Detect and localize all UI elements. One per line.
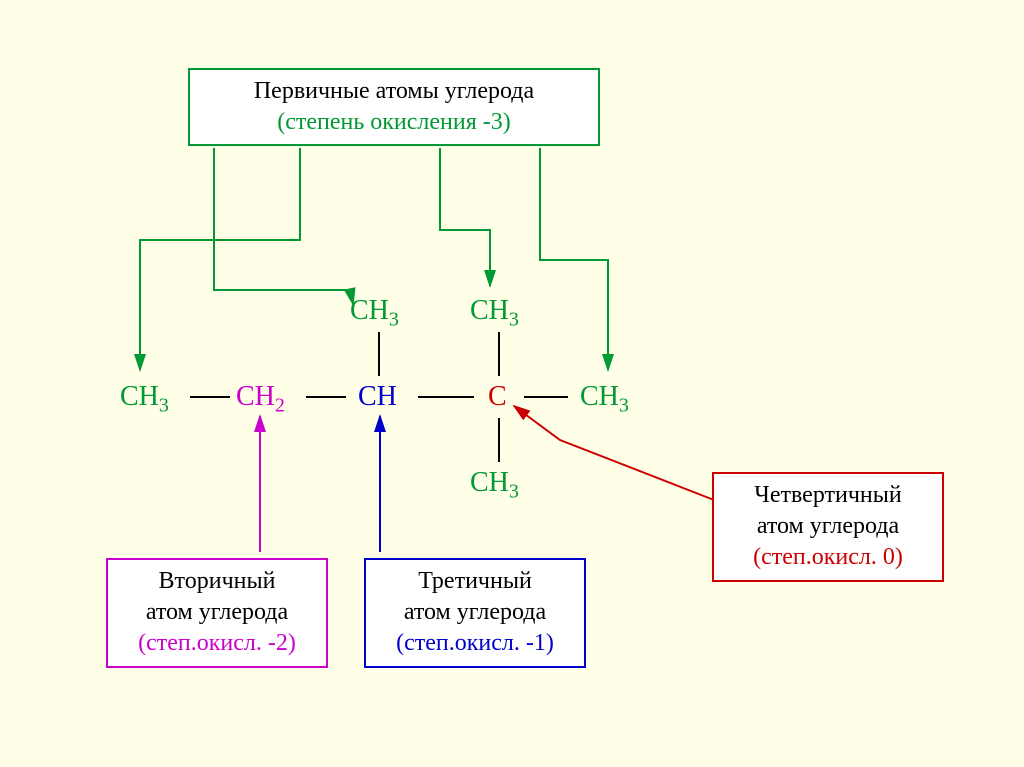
quaternary-line2: атом углерода [728, 511, 928, 542]
arrow-6 [514, 406, 714, 500]
secondary-box: Вторичный атом углерода (степ.окисл. -2) [106, 558, 328, 668]
quaternary-box: Четвертичный атом углерода (степ.окисл. … [712, 472, 944, 582]
arrow-3 [540, 148, 608, 370]
primary-line1: Первичные атомы углерода [204, 76, 584, 107]
primary-line2: (степень окисления -3) [204, 107, 584, 138]
bond-3 [524, 396, 568, 398]
atom-c4_top: CH3 [470, 295, 519, 332]
arrow-1 [140, 148, 300, 370]
atom-c4: C [488, 381, 507, 413]
secondary-line3: (степ.окисл. -2) [122, 628, 312, 659]
bond-4 [378, 332, 380, 376]
tertiary-line1: Третичный [380, 566, 570, 597]
bond-5 [498, 332, 500, 376]
atom-c2: CH2 [236, 381, 285, 418]
arrow-2 [440, 148, 490, 286]
quaternary-line3: (степ.окисл. 0) [728, 542, 928, 573]
secondary-line1: Вторичный [122, 566, 312, 597]
atom-c3: CH [358, 381, 397, 413]
bond-1 [306, 396, 346, 398]
bond-0 [190, 396, 230, 398]
quaternary-line1: Четвертичный [728, 480, 928, 511]
bond-6 [498, 418, 500, 462]
bond-2 [418, 396, 474, 398]
secondary-line2: атом углерода [122, 597, 312, 628]
atom-c3_top: CH3 [350, 295, 399, 332]
tertiary-line3: (степ.окисл. -1) [380, 628, 570, 659]
atom-c5: CH3 [580, 381, 629, 418]
tertiary-box: Третичный атом углерода (степ.окисл. -1) [364, 558, 586, 668]
tertiary-line2: атом углерода [380, 597, 570, 628]
primary-box: Первичные атомы углерода (степень окисле… [188, 68, 600, 146]
arrow-0 [214, 148, 353, 304]
atom-c4_bot: CH3 [470, 467, 519, 504]
atom-c1: CH3 [120, 381, 169, 418]
